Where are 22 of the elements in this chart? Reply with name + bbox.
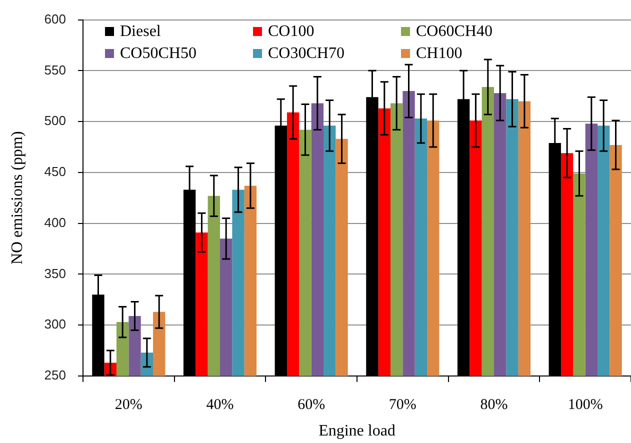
y-tick-label: 350	[44, 266, 66, 281]
x-tick-label: 60%	[298, 396, 326, 413]
y-tick-label: 600	[44, 11, 66, 26]
x-tick-label: 20%	[114, 396, 142, 413]
y-axis-title: NO emissions (ppm)	[8, 131, 26, 265]
legend-label: CH100	[416, 44, 462, 62]
legend-label: Diesel	[120, 22, 161, 40]
legend-label: CO60CH40	[416, 22, 492, 40]
y-tick-label: 400	[44, 214, 66, 230]
x-tick-label: 80%	[480, 396, 508, 413]
x-axis-title: Engine load	[318, 422, 396, 440]
y-tick-label: 250	[44, 368, 66, 383]
y-tick-label: 450	[44, 164, 66, 180]
x-tick-label: 100%	[568, 396, 603, 413]
legend-label: CO30CH70	[268, 44, 344, 62]
legend-label: CO100	[268, 22, 314, 40]
x-tick-label: 70%	[388, 396, 416, 413]
x-tick-label: 40%	[206, 396, 234, 413]
y-tick-label: 300	[44, 316, 66, 332]
y-tick-label: 550	[44, 62, 66, 78]
legend-label: CO50CH50	[120, 44, 196, 62]
y-tick-label: 500	[44, 113, 66, 128]
